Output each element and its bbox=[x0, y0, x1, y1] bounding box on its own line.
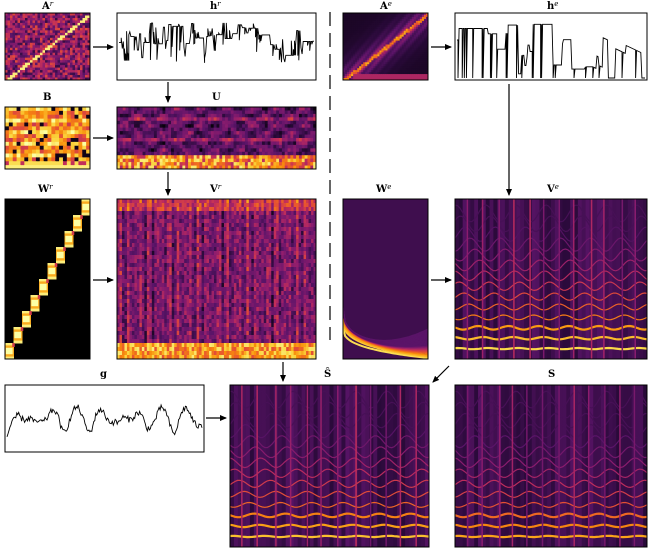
panel-label-wr: Wr bbox=[37, 183, 53, 195]
panel-label-u: U bbox=[212, 92, 221, 103]
spectrogram-s bbox=[455, 385, 647, 547]
frame-s bbox=[454, 384, 648, 548]
panel-label-s: S bbox=[548, 369, 555, 380]
similarity-matrix-ae bbox=[343, 13, 428, 80]
frame-hr bbox=[116, 12, 317, 81]
staircase-wr bbox=[5, 199, 90, 359]
frame-he bbox=[454, 12, 648, 81]
heatmap-u bbox=[117, 107, 316, 169]
frame-g bbox=[4, 384, 205, 453]
panel-label-vr: Vr bbox=[209, 183, 222, 195]
frame-shat bbox=[229, 384, 430, 548]
frame-ae bbox=[342, 12, 429, 81]
arrows bbox=[93, 44, 512, 421]
panel-label-ae: Ae bbox=[379, 0, 392, 12]
activation-plot-hr bbox=[119, 22, 314, 63]
frame-ar bbox=[4, 12, 91, 81]
heatmap-vr bbox=[117, 199, 316, 359]
arrow-ve-shat bbox=[432, 365, 450, 383]
panel-label-ve: Ve bbox=[546, 183, 559, 195]
panel-label-ar: Ar bbox=[41, 0, 54, 12]
frame-we bbox=[342, 198, 429, 360]
frame-ve bbox=[454, 198, 648, 360]
panel-label-he: he bbox=[547, 0, 558, 12]
panel-labels: Ar hr Ae he B U Wr Vr We Ve g Ŝ S bbox=[37, 0, 559, 380]
panel-label-g: g bbox=[100, 369, 107, 380]
panel-label-we: We bbox=[375, 183, 391, 195]
activation-plot-he bbox=[457, 23, 645, 79]
frame-u bbox=[116, 106, 317, 170]
panel-borders bbox=[4, 12, 648, 548]
frame-vr bbox=[116, 198, 317, 360]
similarity-matrix-ar bbox=[5, 13, 90, 80]
envelope-plot-g bbox=[6, 403, 203, 437]
harmonics-we bbox=[343, 199, 428, 359]
spectrogram-ve bbox=[455, 199, 647, 359]
panel-label-b: B bbox=[43, 92, 51, 103]
panel-label-shat: Ŝ bbox=[324, 368, 331, 380]
block-matrix-b bbox=[5, 107, 90, 169]
frame-wr bbox=[4, 198, 91, 360]
panel-label-hr: hr bbox=[210, 0, 221, 12]
spectrogram-shat bbox=[230, 385, 429, 547]
frame-b bbox=[4, 106, 91, 170]
